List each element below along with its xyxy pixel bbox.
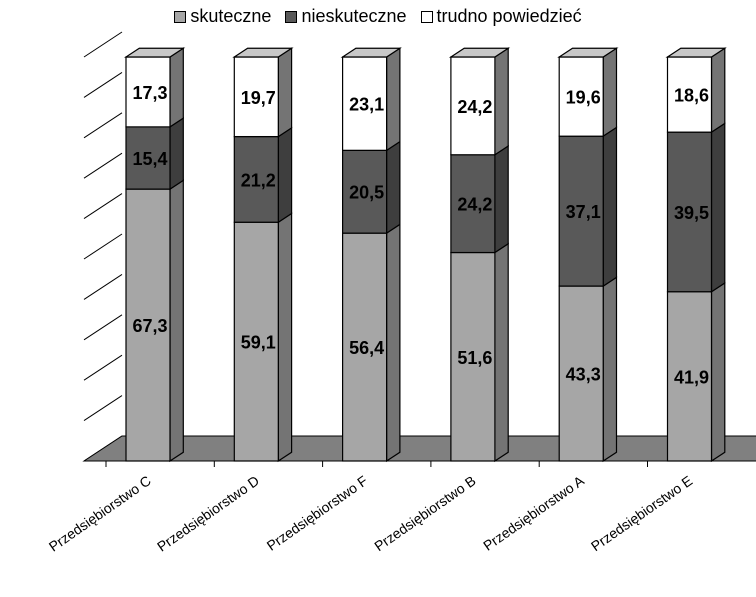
bar-segment [342,56,388,151]
bar-segment [558,135,604,287]
bar-side [169,179,184,463]
bar-side [710,47,726,134]
legend: skuteczne nieskuteczne trudno powiedzieć [0,6,756,27]
legend-item-skuteczne: skuteczne [174,6,271,27]
data-label: 39,5 [674,203,709,223]
legend-item-nieskuteczne: nieskuteczne [285,6,407,27]
bar-side [277,126,293,224]
data-label: 19,7 [241,88,276,108]
bar-top [340,47,402,58]
gridline [83,31,123,58]
legend-label-nieskuteczne: nieskuteczne [301,6,407,26]
data-label: 21,2 [241,170,276,190]
bar-side [494,144,509,254]
x-tick-label: Przedsiębiorstwo B [371,472,478,554]
x-tick-label: Przedsiębiorstwo E [588,472,695,554]
bar-segment [450,56,496,156]
bar-side [169,47,184,129]
data-label: 67,3 [132,316,167,336]
x-tick-label: Przedsiębiorstwo C [46,472,154,554]
bar-segment [558,56,604,137]
gridline [83,71,123,98]
bar-side [386,140,401,235]
floor [82,435,756,462]
data-label: 41,9 [674,367,709,387]
gridline [83,395,123,422]
data-label: 18,6 [674,86,709,106]
data-label: 37,1 [566,202,601,222]
bar-segment [666,56,713,133]
gridline [83,152,123,179]
bar-top [232,47,294,58]
bar-side [602,126,618,288]
bar-segment [666,131,713,293]
legend-swatch-trudno-powiedziec [420,10,433,23]
data-label: 24,2 [457,195,492,215]
bar-side [494,47,509,156]
bar-side [277,212,293,463]
data-label: 20,5 [349,183,384,203]
gridline [83,112,123,139]
x-tick-label: Przedsiębiorstwo D [154,472,262,554]
bar-top [665,47,727,58]
gridline [83,314,123,341]
legend-swatch-nieskuteczne [285,10,298,23]
gridline [83,273,123,300]
bar-segment [125,56,171,128]
data-label: 23,1 [349,95,384,115]
bar-top [557,47,619,58]
bar-segment [342,232,388,462]
bar-side [277,47,293,138]
bar-segment [450,154,496,254]
data-label: 43,3 [566,365,601,385]
data-label: 19,6 [566,88,601,108]
bar-segment [125,126,171,190]
legend-label-skuteczne: skuteczne [190,6,272,26]
gridline [83,233,123,260]
bar-segment [450,251,496,462]
bar-segment [558,285,604,462]
bar-top [448,47,511,58]
bar-side [602,47,618,138]
legend-label-trudno-powiedziec: trudno powiedzieć [436,6,582,26]
gridline [83,354,123,381]
bar-segment [125,188,171,462]
data-label: 17,3 [132,83,167,103]
data-label: 24,2 [457,97,492,117]
x-tick-label: Przedsiębiorstwo A [480,472,587,554]
x-tick-label: Przedsiębiorstwo F [264,472,371,553]
bar-side [710,122,726,293]
bar-side [602,276,618,463]
bar-side [386,223,401,463]
data-label: 15,4 [132,149,167,169]
legend-item-trudno-powiedziec: trudno powiedzieć [420,6,582,27]
data-label: 51,6 [457,348,492,368]
legend-swatch-skuteczne [174,10,187,23]
bar-top [123,47,186,58]
bar-side [386,47,401,152]
gridline [83,193,123,220]
data-label: 56,4 [349,338,384,358]
data-label: 59,1 [241,333,276,353]
bar-side [494,242,509,463]
bar-side [710,281,726,463]
bar-side [169,117,184,191]
